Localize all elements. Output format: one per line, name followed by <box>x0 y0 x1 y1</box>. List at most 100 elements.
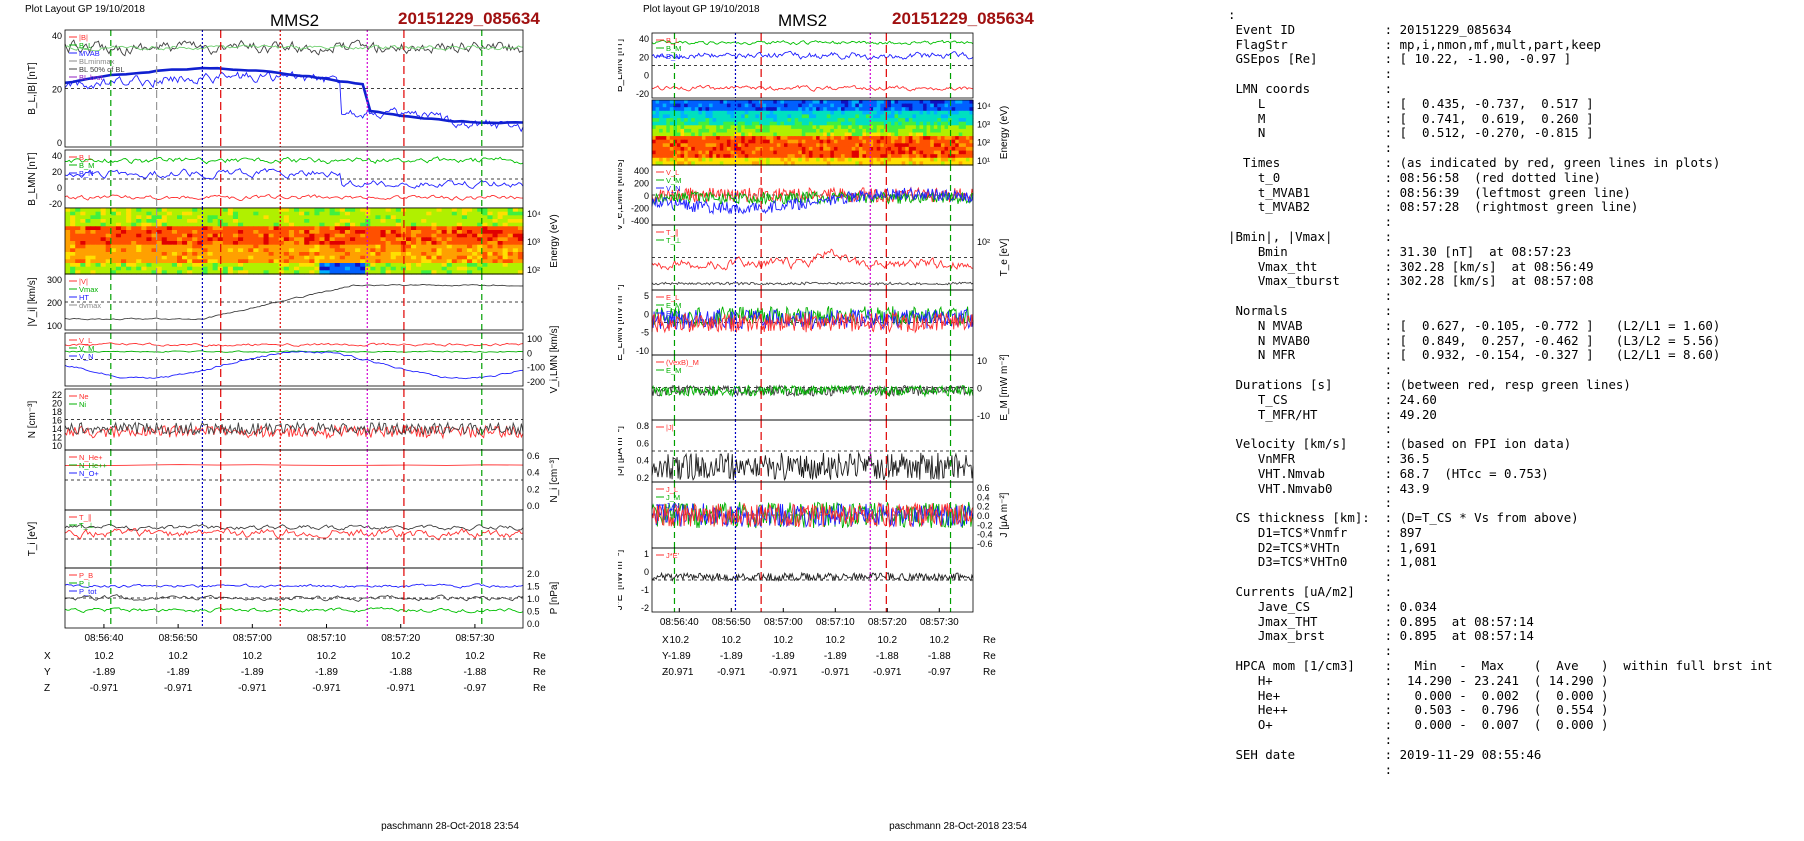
spectrogram-cell <box>187 259 193 264</box>
spectrogram-cell <box>421 248 427 253</box>
spectrogram-cell <box>370 215 376 220</box>
spectrogram-cell <box>507 215 514 220</box>
spectrogram-cell <box>406 222 412 227</box>
spectrogram-cell <box>826 150 831 155</box>
spectrogram-cell <box>912 146 917 152</box>
spectrogram-cell <box>187 248 193 253</box>
spectrogram-cell <box>182 233 188 238</box>
spectrogram-cell <box>698 146 703 152</box>
spectrogram-cell <box>136 263 142 268</box>
spectrogram-cell <box>202 233 209 238</box>
spectrogram-cell <box>406 211 412 216</box>
spectrogram-cell <box>794 118 799 123</box>
spectrogram-cell <box>370 208 376 213</box>
spectrogram-cell <box>467 215 473 220</box>
spectrogram-cell <box>370 270 376 275</box>
spectrogram-cell <box>773 121 778 126</box>
spectrogram-cell <box>655 143 660 148</box>
spectrogram-cell <box>684 143 689 148</box>
spectrogram-cell <box>901 107 906 112</box>
spectrogram-cell <box>669 154 674 159</box>
spectrogram-cell <box>456 241 463 246</box>
spectrogram-cell <box>915 161 921 166</box>
spectrogram-cell <box>958 128 963 134</box>
spectrogram-cell <box>309 244 315 249</box>
spectrogram-cell <box>477 215 483 220</box>
info-line: T_MFR/HT : 49.20 <box>1228 406 1437 422</box>
spectrogram-cell <box>737 132 742 137</box>
spectrogram-cell <box>880 100 885 105</box>
spectrogram-cell <box>694 118 699 123</box>
spectrogram-cell <box>880 154 885 159</box>
spectrogram-cell <box>780 118 785 123</box>
spectrogram-cell <box>666 125 671 130</box>
spectrogram-cell <box>126 222 132 227</box>
y-tick-label: 40 <box>639 34 649 44</box>
spectrogram-cell <box>461 270 468 275</box>
spectrogram-cell <box>416 270 422 275</box>
panel-frame <box>64 273 524 331</box>
spectrogram-cell <box>294 226 300 231</box>
spectrogram-cell <box>726 121 732 126</box>
spectrogram-cell <box>694 128 699 134</box>
spectrogram-cell <box>288 226 295 231</box>
spectrogram-cell <box>461 252 468 257</box>
spectrogram-cell <box>833 154 839 159</box>
spectrogram-cell <box>370 266 376 271</box>
spectrogram-cell <box>390 208 397 213</box>
spectrogram-cell <box>816 143 821 148</box>
spectrogram-cell <box>309 230 315 235</box>
spectrogram-cell <box>791 157 796 162</box>
spectrogram-cell <box>826 100 831 105</box>
spectrogram-cell <box>933 136 938 141</box>
spectrogram-cell <box>923 146 928 152</box>
spectrogram-cell <box>278 248 285 253</box>
spectrogram-cell <box>698 157 703 162</box>
spectrogram-cell <box>151 230 158 235</box>
info-line: CS thickness [km]: : (D=T_CS * Vs from a… <box>1228 510 1579 526</box>
spectrogram-cell <box>232 215 239 220</box>
spectrogram-cell <box>365 230 371 235</box>
spectrogram-cell <box>805 114 810 119</box>
spectrogram-cell <box>701 136 707 141</box>
spectrogram-cell <box>919 157 924 162</box>
spectrogram-cell <box>652 118 657 123</box>
spectrogram-cell <box>712 136 717 141</box>
spectrogram-cell <box>833 125 839 130</box>
spectrogram-cell <box>951 150 956 155</box>
info-line: He++ : 0.503 - 0.796 ( 0.554 ) <box>1228 702 1609 718</box>
spectrogram-cell <box>385 237 392 242</box>
spectrogram-cell <box>798 121 803 126</box>
legend-entry: |B| <box>79 33 88 42</box>
spectrogram-cell <box>833 128 839 134</box>
spectrogram-cell <box>937 146 942 152</box>
spectrogram-cell <box>446 230 453 235</box>
spectrogram-cell <box>769 128 774 134</box>
spectrogram-cell <box>406 219 412 224</box>
spectrogram-cell <box>161 215 168 220</box>
spectrogram-cell <box>75 226 81 231</box>
spectrogram-cell <box>940 132 946 137</box>
spectrogram-cell <box>131 266 137 271</box>
spectrogram-cell <box>365 226 371 231</box>
time-tick-label: 08:56:40 <box>660 617 699 628</box>
spectrogram-cell <box>723 161 728 166</box>
spectrogram-cell <box>855 143 860 148</box>
spectrogram-cell <box>416 230 422 235</box>
spectrogram-cell <box>908 121 913 126</box>
y-axis-label: B_LMN [nT] <box>618 39 625 93</box>
y-axis-label: B_LMN [nT] <box>27 152 38 206</box>
spectrogram-cell <box>126 215 132 220</box>
y-tick-label: 0.4 <box>527 468 540 478</box>
spectrogram-cell <box>769 157 774 162</box>
spectrogram-cell <box>880 132 885 137</box>
spectrogram-cell <box>187 215 193 220</box>
spectrogram-cell <box>719 107 724 112</box>
spectrogram-cell <box>385 255 392 260</box>
spectrogram-cell <box>355 208 361 213</box>
spectrogram-cell <box>791 136 796 141</box>
spectrogram-cell <box>712 114 717 119</box>
coord-value: -1.88 <box>876 651 899 662</box>
spectrogram-cell <box>334 237 341 242</box>
spectrogram-cell <box>411 255 417 260</box>
